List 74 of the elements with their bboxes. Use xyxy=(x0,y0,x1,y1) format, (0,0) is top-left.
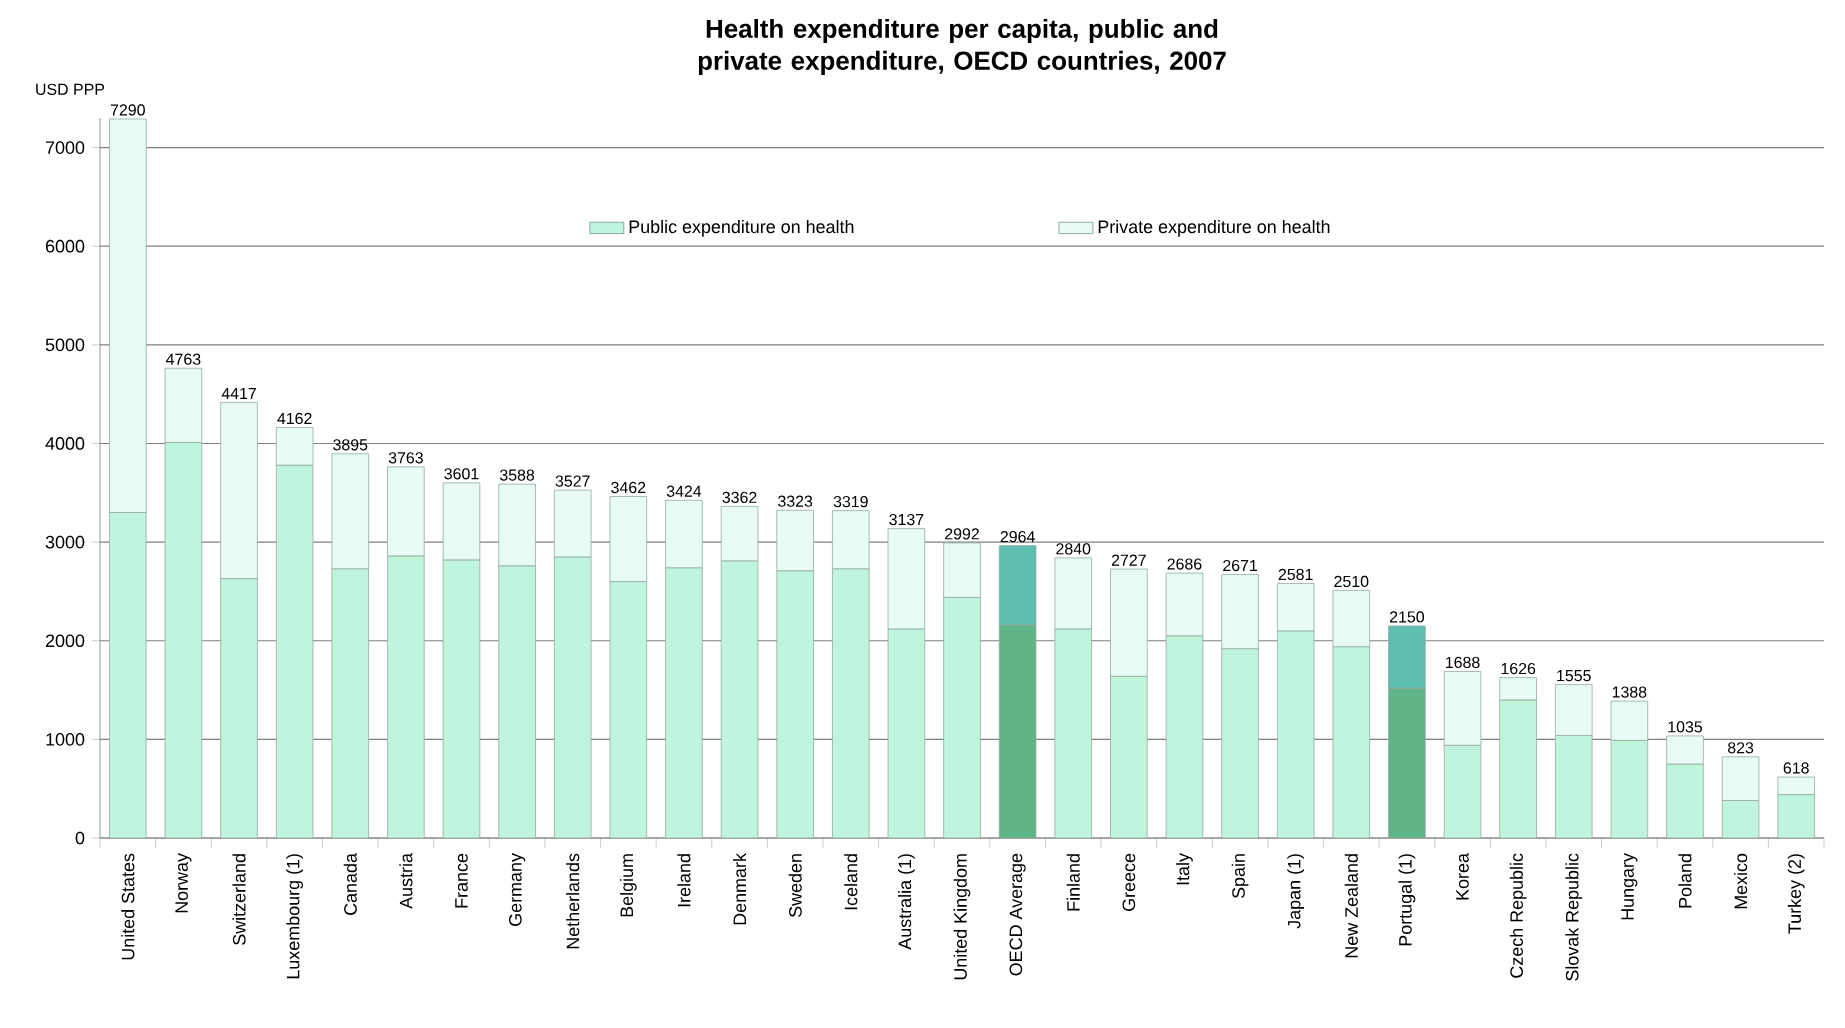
total-label: 1688 xyxy=(1446,656,1480,669)
x-tick-label: United Kingdom xyxy=(953,854,971,980)
x-tick-label: Belgium xyxy=(619,854,637,917)
x-tick-label: Slovak Republic xyxy=(1565,853,1583,981)
x-tick-label: Mexico xyxy=(1734,853,1748,909)
total-label: 1388 xyxy=(1612,686,1647,698)
x-tick-label: Austria xyxy=(399,853,413,909)
y-tick-label: 2000 xyxy=(45,634,85,648)
x-tick-label: New Zealand xyxy=(1344,854,1358,958)
y-tick-label: 5000 xyxy=(45,338,85,352)
total-label: 3462 xyxy=(611,481,646,494)
y-tick-label: 3000 xyxy=(45,535,85,549)
legend-label: Private expenditure on health xyxy=(1098,219,1330,237)
y-tick-label: 0 xyxy=(75,831,85,845)
x-tick-label: Turkey (2) xyxy=(1787,854,1805,934)
x-tick-label: Poland xyxy=(1678,854,1692,908)
x-tick-label: Iceland xyxy=(844,854,858,910)
x-tick-label: Netherlands xyxy=(566,853,580,949)
x-tick-label: Australia (1) xyxy=(898,854,915,950)
total-label: 2686 xyxy=(1167,558,1202,570)
total-label: 1035 xyxy=(1668,721,1703,733)
x-tick-label: Portugal (1) xyxy=(1398,854,1416,946)
total-label: 2150 xyxy=(1390,611,1425,623)
x-tick-label: United States xyxy=(121,853,135,960)
total-label: 2840 xyxy=(1056,543,1091,555)
total-label: 3323 xyxy=(778,495,813,507)
total-label: 2964 xyxy=(1000,530,1035,543)
total-label: 1626 xyxy=(1501,662,1536,675)
x-tick-label: Hungary xyxy=(1621,853,1638,920)
y-tick-label: 4000 xyxy=(45,437,85,450)
legend-label: Public expenditure on health xyxy=(629,219,854,237)
x-tick-label: Switzerland xyxy=(232,854,246,945)
x-tick-label: Italy xyxy=(1176,853,1193,885)
x-tick-label: France xyxy=(455,853,468,908)
total-label: 2581 xyxy=(1278,568,1313,581)
x-tick-label: Greece xyxy=(1122,853,1136,911)
total-label: 3424 xyxy=(666,485,702,497)
x-tick-label: OECD Average xyxy=(1009,853,1026,976)
total-label: 7290 xyxy=(110,104,145,116)
total-label: 2727 xyxy=(1111,554,1146,566)
total-label: 3319 xyxy=(833,495,868,508)
x-tick-label: Sweden xyxy=(788,854,802,918)
x-tick-label: Korea xyxy=(1456,853,1469,900)
total-label: 3895 xyxy=(333,439,368,451)
x-tick-label: Finland xyxy=(1066,854,1080,911)
total-label: 1555 xyxy=(1557,670,1591,682)
y-tick-label: 7000 xyxy=(45,141,85,154)
total-label: 618 xyxy=(1783,762,1809,774)
y-axis-title: USD PPP xyxy=(36,83,105,95)
total-label: 3362 xyxy=(722,491,757,504)
total-label: 2510 xyxy=(1334,575,1369,588)
y-tick-label: 6000 xyxy=(45,239,85,253)
total-label: 3527 xyxy=(555,475,590,487)
total-label: 3763 xyxy=(388,452,423,464)
total-label: 3588 xyxy=(499,469,535,481)
x-tick-label: Ireland xyxy=(677,854,691,907)
x-tick-label: Canada xyxy=(343,853,357,915)
total-label: 2992 xyxy=(945,528,979,540)
total-label: 4417 xyxy=(221,387,256,399)
x-tick-label: Denmark xyxy=(732,853,747,925)
total-label: 823 xyxy=(1727,742,1754,754)
x-tick-label: Luxembourg (1) xyxy=(286,854,303,979)
chart-title: Health expenditure per capita, public and private expenditure, OECD countries, 2007 xyxy=(698,18,1226,75)
total-label: 4763 xyxy=(166,353,201,365)
total-label: 2671 xyxy=(1223,559,1258,572)
total-label: 3601 xyxy=(444,468,479,480)
x-tick-label: Czech Republic xyxy=(1509,853,1527,978)
x-tick-label: Germany xyxy=(508,853,526,926)
total-label: 4162 xyxy=(277,412,312,425)
y-tick-label: 1000 xyxy=(46,733,85,746)
x-tick-label: Norway xyxy=(175,853,192,913)
total-label: 3137 xyxy=(889,513,924,526)
x-tick-label: Japan (1) xyxy=(1287,854,1305,929)
x-tick-label: Spain xyxy=(1231,854,1249,899)
